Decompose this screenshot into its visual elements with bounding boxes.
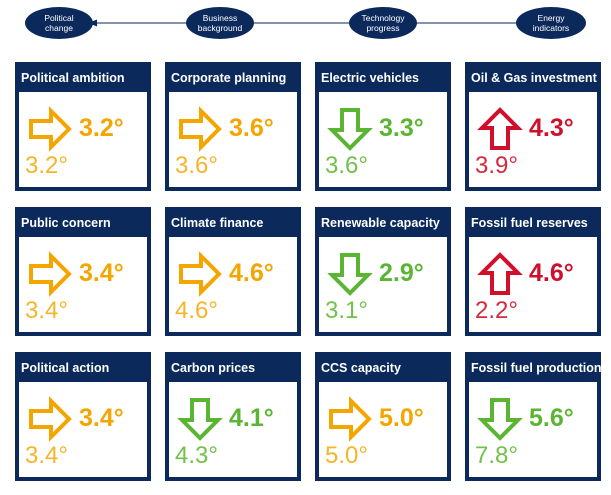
card-previous-value: 3.9°	[475, 152, 518, 179]
card-carbon-prices: Carbon prices 4.1° 4.3°	[165, 352, 301, 481]
card-title: Fossil fuel reserves	[471, 216, 588, 230]
card-previous-value: 3.2°	[25, 152, 68, 179]
arrow-down-icon	[327, 253, 373, 296]
card-previous-value: 5.0°	[325, 442, 368, 469]
card-political-ambition: Political ambition 3.2° 3.2°	[15, 62, 151, 191]
card-previous-value: 7.8°	[475, 442, 518, 469]
card-value: 4.3°	[529, 114, 574, 142]
arrow-up-icon	[477, 252, 523, 295]
card-corporate-planning: Corporate planning 3.6° 3.6°	[165, 62, 301, 191]
card-title: Political ambition	[21, 71, 125, 85]
arrow-right-icon	[29, 251, 72, 297]
arrow-right-icon	[29, 106, 72, 152]
card-title: Political action	[21, 361, 110, 375]
card-title: CCS capacity	[321, 361, 401, 375]
card-value: 3.2°	[79, 114, 124, 142]
card-value: 3.3°	[379, 114, 424, 142]
card-title: Electric vehicles	[321, 71, 419, 85]
card-body: 2.9° 3.1°	[319, 237, 447, 332]
card-public-concern: Public concern 3.4° 3.4°	[15, 207, 151, 336]
arrow-right-icon	[329, 396, 372, 442]
timeline-node-energy-indicators: Energy indicators	[516, 7, 586, 39]
card-climate-finance: Climate finance 4.6° 4.6°	[165, 207, 301, 336]
card-body: 3.4° 3.4°	[19, 382, 147, 477]
card-fossil-fuel-production: Fossil fuel production 5.6° 7.8°	[465, 352, 602, 481]
card-value: 5.0°	[379, 404, 424, 432]
timeline-node-political-change: Political change	[25, 7, 93, 39]
card-title: Fossil fuel production	[471, 361, 602, 375]
card-political-action: Political action 3.4° 3.4°	[15, 352, 151, 481]
card-body: 5.0° 5.0°	[319, 382, 447, 477]
card-body: 4.3° 3.9°	[469, 92, 597, 187]
arrow-right-icon	[179, 106, 222, 152]
card-value: 4.6°	[529, 259, 574, 287]
card-value: 5.6°	[529, 404, 574, 432]
arrow-down-icon	[477, 398, 523, 441]
card-previous-value: 4.6°	[175, 297, 218, 324]
card-oil-gas-investment: Oil & Gas investment 4.3° 3.9°	[465, 62, 601, 191]
timeline-node-business-background: Business background	[186, 7, 254, 39]
card-title: Corporate planning	[171, 71, 287, 85]
card-electric-vehicles: Electric vehicles 3.3° 3.6°	[315, 62, 451, 191]
card-title: Oil & Gas investment	[471, 71, 597, 85]
timeline-node-technology-progress: Technology progress	[349, 7, 417, 39]
card-body: 4.6° 2.2°	[469, 237, 597, 332]
arrow-up-icon	[477, 107, 523, 150]
timeline: Political change Business background Techn…	[0, 0, 611, 50]
card-value: 3.4°	[79, 404, 124, 432]
card-title: Public concern	[21, 216, 111, 230]
card-value: 4.6°	[229, 259, 274, 287]
card-title: Climate finance	[171, 216, 264, 230]
card-ccs-capacity: CCS capacity 5.0° 5.0°	[315, 352, 451, 481]
arrow-right-icon	[179, 251, 222, 297]
card-previous-value: 2.2°	[475, 297, 518, 324]
card-previous-value: 3.4°	[25, 442, 68, 469]
card-value: 4.1°	[229, 404, 274, 432]
card-body: 3.3° 3.6°	[319, 92, 447, 187]
card-previous-value: 3.4°	[25, 297, 68, 324]
card-value: 3.6°	[229, 114, 274, 142]
card-body: 3.2° 3.2°	[19, 92, 147, 187]
card-title: Renewable capacity	[321, 216, 440, 230]
arrow-down-icon	[327, 108, 373, 151]
card-body: 3.6° 3.6°	[169, 92, 297, 187]
card-previous-value: 3.6°	[325, 152, 368, 179]
arrow-down-icon	[177, 398, 223, 441]
card-value: 3.4°	[79, 259, 124, 287]
card-fossil-fuel-reserves: Fossil fuel reserves 4.6° 2.2°	[465, 207, 601, 336]
card-previous-value: 4.3°	[175, 442, 218, 469]
arrow-right-icon	[29, 396, 72, 442]
card-renewable-capacity: Renewable capacity 2.9° 3.1°	[315, 207, 451, 336]
card-previous-value: 3.6°	[175, 152, 218, 179]
card-body: 3.4° 3.4°	[19, 237, 147, 332]
card-previous-value: 3.1°	[325, 297, 368, 324]
card-title: Carbon prices	[171, 361, 256, 375]
card-value: 2.9°	[379, 259, 424, 287]
card-body: 4.6° 4.6°	[169, 237, 297, 332]
card-body: 5.6° 7.8°	[469, 382, 597, 477]
card-body: 4.1° 4.3°	[169, 382, 297, 477]
